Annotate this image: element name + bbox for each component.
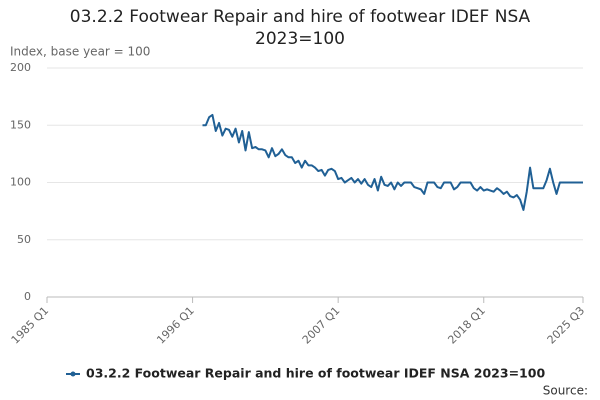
source: Source: <box>543 384 588 398</box>
y-axis-label: Index, base year = 100 <box>10 45 150 59</box>
y-tick-label: 50 <box>17 233 31 246</box>
x-tick-label: 2025 Q3 <box>545 304 588 347</box>
y-tick-label: 200 <box>10 61 31 74</box>
chart-title: 03.2.2 Footwear Repair and hire of footw… <box>69 7 531 49</box>
y-tick-label: 0 <box>24 290 31 303</box>
x-tick-label: 2007 Q1 <box>300 304 343 347</box>
y-tick-label: 100 <box>10 176 31 189</box>
y-tick-label: 150 <box>10 118 31 131</box>
x-tick-label: 1996 Q1 <box>154 304 197 347</box>
x-tick-label: 1985 Q1 <box>9 304 52 347</box>
x-tick-label: 2018 Q1 <box>445 304 488 347</box>
line <box>202 113 583 211</box>
legend-marker <box>70 371 76 377</box>
legend-label: 03.2.2 Footwear Repair and hire of footw… <box>86 366 545 381</box>
